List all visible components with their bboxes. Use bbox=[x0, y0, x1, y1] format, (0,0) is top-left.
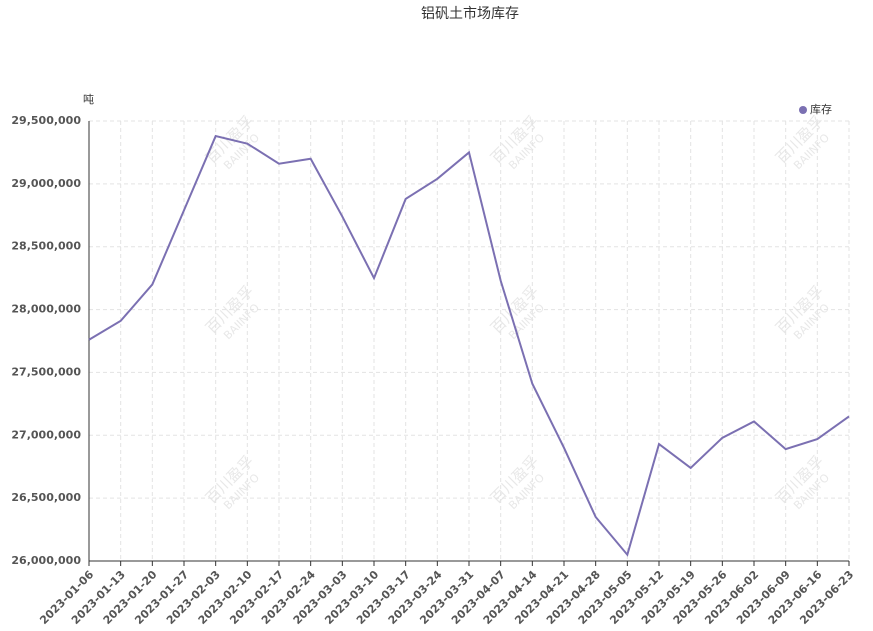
legend-marker bbox=[799, 106, 807, 114]
y-tick-label: 28,000,000 bbox=[11, 303, 81, 316]
y-tick-label: 26,500,000 bbox=[11, 491, 81, 504]
y-tick-label: 26,000,000 bbox=[11, 554, 81, 567]
x-tick-label: 2023-01-06 bbox=[37, 568, 96, 627]
y-tick-label: 27,000,000 bbox=[11, 428, 81, 441]
y-tick-label: 27,500,000 bbox=[11, 365, 81, 378]
y-tick-label: 28,500,000 bbox=[11, 240, 81, 253]
y-axis-label: 吨 bbox=[83, 93, 94, 106]
legend-label: 库存 bbox=[810, 102, 832, 116]
y-tick-label: 29,000,000 bbox=[11, 177, 81, 190]
y-tick-label: 29,500,000 bbox=[11, 114, 81, 127]
chart-title: 铝矾土市场库存 bbox=[421, 5, 519, 22]
line bbox=[88, 134, 850, 557]
